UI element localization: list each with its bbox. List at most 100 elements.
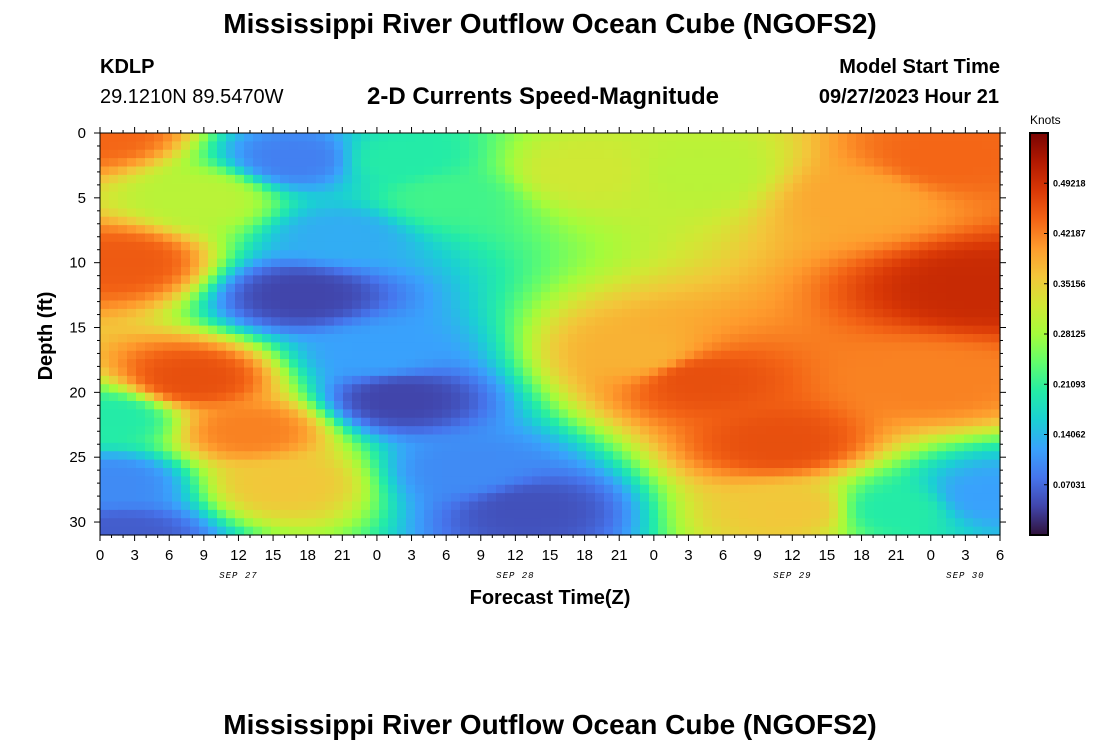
heatmap-cell (685, 484, 695, 494)
heatmap-cell (298, 459, 308, 469)
heatmap-cell (919, 434, 929, 444)
heatmap-cell (388, 275, 398, 285)
heatmap-cell (478, 308, 488, 318)
heatmap-cell (613, 258, 623, 268)
heatmap-cell (163, 518, 173, 528)
heatmap-cell (838, 241, 848, 251)
heatmap-cell (298, 158, 308, 168)
heatmap-cell (604, 509, 614, 519)
heatmap-cell (343, 267, 353, 276)
heatmap-cell (802, 225, 812, 235)
heatmap-cell (307, 225, 317, 235)
heatmap-cell (433, 241, 443, 251)
heatmap-cell (325, 133, 335, 142)
heatmap-cell (370, 476, 380, 486)
heatmap-cell (955, 417, 965, 427)
heatmap-cell (910, 283, 920, 293)
heatmap-cell (199, 509, 209, 519)
heatmap-cell (118, 526, 128, 536)
heatmap-cell (271, 283, 281, 293)
heatmap-cell (235, 518, 245, 528)
heatmap-cell (397, 501, 407, 511)
heatmap-cell (271, 451, 281, 461)
heatmap-cell (730, 468, 740, 477)
heatmap-cell (352, 426, 362, 436)
heatmap-cell (514, 417, 524, 427)
heatmap-cell (514, 225, 524, 235)
heatmap-cell (712, 275, 722, 285)
heatmap-cell (973, 149, 983, 159)
heatmap-cell (802, 476, 812, 486)
heatmap-cell (811, 191, 821, 201)
heatmap-cell (658, 375, 668, 385)
heatmap-cell (775, 417, 785, 427)
heatmap-cell (685, 442, 695, 452)
heatmap-cell (883, 208, 893, 218)
heatmap-cell (829, 200, 839, 209)
heatmap-cell (865, 468, 875, 477)
heatmap-cell (280, 267, 290, 276)
heatmap-cell (217, 308, 227, 318)
heatmap-cell (334, 158, 344, 168)
heatmap-cell (568, 141, 578, 151)
heatmap-cell (406, 484, 416, 494)
heatmap-cell (379, 208, 389, 218)
heatmap-cell (901, 468, 911, 477)
heatmap-cell (613, 166, 623, 176)
heatmap-cell (550, 149, 560, 159)
heatmap-cell (280, 359, 290, 369)
heatmap-cell (613, 509, 623, 519)
heatmap-cell (874, 442, 884, 452)
heatmap-cell (280, 208, 290, 218)
heatmap-cell (352, 526, 362, 536)
heatmap-cell (127, 350, 137, 360)
heatmap-cell (424, 275, 434, 285)
heatmap-cell (703, 468, 713, 477)
heatmap-cell (550, 342, 560, 352)
heatmap-cell (244, 359, 254, 369)
heatmap-cell (325, 174, 335, 184)
heatmap-cell (865, 250, 875, 260)
heatmap-cell (883, 258, 893, 268)
heatmap-cell (172, 233, 182, 243)
heatmap-cell (694, 392, 704, 402)
heatmap-cell (316, 225, 326, 235)
heatmap-cell (811, 325, 821, 335)
heatmap-cell (415, 166, 425, 176)
heatmap-cell (856, 350, 866, 360)
heatmap-cell (397, 308, 407, 318)
heatmap-cell (406, 267, 416, 276)
heatmap-cell (154, 468, 164, 477)
heatmap-cell (811, 334, 821, 343)
heatmap-cell (910, 434, 920, 444)
heatmap-cell (757, 526, 767, 536)
heatmap-cell (676, 241, 686, 251)
heatmap-cell (118, 317, 128, 327)
heatmap-cell (370, 216, 380, 226)
heatmap-cell (541, 409, 551, 419)
heatmap-cell (955, 401, 965, 410)
heatmap-cell (847, 275, 857, 285)
heatmap-cell (775, 409, 785, 419)
heatmap-cell (307, 208, 317, 218)
heatmap-cell (883, 484, 893, 494)
heatmap-cell (289, 233, 299, 243)
heatmap-cell (226, 283, 236, 293)
heatmap-cell (901, 434, 911, 444)
heatmap-cell (118, 442, 128, 452)
heatmap-cell (487, 409, 497, 419)
heatmap-cell (388, 451, 398, 461)
heatmap-cell (496, 241, 506, 251)
heatmap-cell (811, 367, 821, 377)
heatmap-cell (253, 375, 263, 385)
heatmap-cell (361, 258, 371, 268)
heatmap-cell (505, 191, 515, 201)
heatmap-cell (946, 384, 956, 394)
heatmap-cell (181, 241, 191, 251)
heatmap-cell (460, 401, 470, 410)
heatmap-cell (577, 409, 587, 419)
heatmap-cell (820, 149, 830, 159)
heatmap-cell (964, 200, 974, 209)
heatmap-cell (694, 191, 704, 201)
heatmap-cell (217, 509, 227, 519)
